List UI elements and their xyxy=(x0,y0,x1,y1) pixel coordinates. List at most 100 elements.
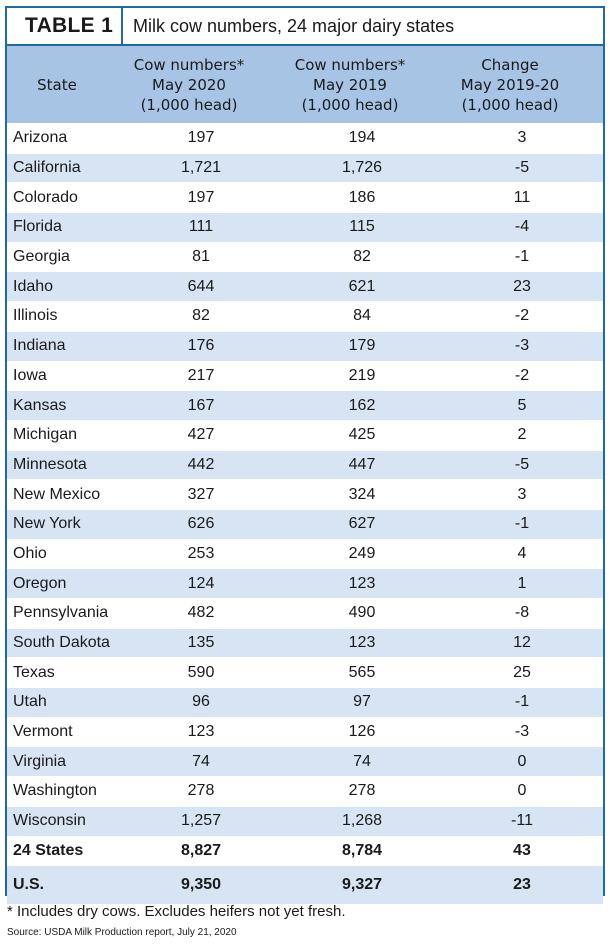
cell-change: -1 xyxy=(514,515,530,533)
column-header-may-2020: Cow numbers* May 2020 (1,000 head) xyxy=(133,55,245,114)
cell-state: Florida xyxy=(13,218,62,236)
table-row: Illinois 82 84 -2 xyxy=(7,302,603,332)
table-frame: TABLE 1 Milk cow numbers, 24 major dairy… xyxy=(5,6,605,905)
cell-may-2020: 217 xyxy=(187,366,215,384)
cell-change: -4 xyxy=(514,218,530,236)
cell-may-2019: 249 xyxy=(348,544,376,562)
total-label: 24 States xyxy=(13,841,84,859)
cell-state: Oregon xyxy=(13,574,67,592)
table-row: Ohio 253 249 4 xyxy=(7,539,603,570)
cell-change: -5 xyxy=(514,159,530,177)
cell-may-2020: 1,721 xyxy=(180,159,222,177)
cell-change: 0 xyxy=(517,752,527,770)
cell-may-2019: 115 xyxy=(349,218,375,236)
table-body: Arizona 197 194 3 California 1,721 1,726 -5 Colo… xyxy=(7,124,603,837)
cell-may-2020: 96 xyxy=(192,693,210,711)
cell-may-2020: 111 xyxy=(188,218,214,236)
table-row: Wisconsin 1,257 1,268 -11 xyxy=(7,806,603,837)
table-row: Virginia 74 74 0 xyxy=(7,747,603,778)
cell-may-2019: 126 xyxy=(348,723,376,741)
table-row: Vermont 123 126 -3 xyxy=(7,717,603,748)
cell-state: Washington xyxy=(13,782,97,800)
cell-may-2020: 590 xyxy=(187,663,215,681)
cell-may-2019: 1,726 xyxy=(341,159,383,177)
cell-may-2020: 427 xyxy=(187,426,215,444)
cell-change: 4 xyxy=(517,544,527,562)
cell-may-2020: 1,257 xyxy=(180,812,222,830)
cell-state: Kansas xyxy=(13,396,67,414)
column-header-change: Change May 2019-20 (1,000 head) xyxy=(460,55,560,114)
cell-may-2019: 565 xyxy=(348,663,376,681)
cell-may-2020: 82 xyxy=(192,307,210,325)
table-row: Idaho 644 621 23 xyxy=(7,272,603,303)
us-row: U.S. 9,350 9,327 23 xyxy=(7,866,603,905)
table-row: Washington 278 278 0 xyxy=(7,777,603,807)
cell-change: 3 xyxy=(517,129,527,147)
table-row: Georgia 81 82 -1 xyxy=(7,242,603,273)
cell-state: Minnesota xyxy=(13,455,87,473)
cell-may-2019: 179 xyxy=(348,337,376,355)
cell-may-2019: 123 xyxy=(348,634,376,652)
cell-may-2019: 194 xyxy=(348,129,376,147)
cell-state: California xyxy=(13,159,81,177)
cell-may-2019: 97 xyxy=(353,693,371,711)
cell-may-2019: 490 xyxy=(348,604,376,622)
cell-change: 1 xyxy=(517,574,527,592)
cell-may-2019: 425 xyxy=(348,426,376,444)
cell-may-2020: 176 xyxy=(187,337,215,355)
cell-state: Pennsylvania xyxy=(13,604,109,622)
table-row: Colorado 197 186 11 xyxy=(7,183,603,214)
total-2019: 8,784 xyxy=(341,841,383,859)
cell-may-2020: 442 xyxy=(187,455,215,473)
cell-may-2020: 74 xyxy=(192,752,210,770)
cell-may-2019: 219 xyxy=(348,366,376,384)
table-row: New York 626 627 -1 xyxy=(7,509,603,540)
cell-state: Illinois xyxy=(13,307,58,325)
cell-may-2020: 197 xyxy=(187,188,215,206)
cell-state: South Dakota xyxy=(13,634,110,652)
cell-may-2019: 82 xyxy=(353,248,371,266)
cell-change: -2 xyxy=(514,307,530,325)
table-row: Utah 96 97 -1 xyxy=(7,688,603,718)
us-2020: 9,350 xyxy=(180,876,222,894)
total-change: 43 xyxy=(513,841,531,859)
cell-state: Arizona xyxy=(13,129,68,147)
cell-may-2020: 278 xyxy=(187,782,215,800)
total-2020: 8,827 xyxy=(180,841,222,859)
table-row: California 1,721 1,726 -5 xyxy=(7,153,603,184)
cell-change: 2 xyxy=(517,426,527,444)
cell-may-2020: 167 xyxy=(187,396,215,414)
column-header-state: State xyxy=(37,75,77,94)
cell-state: Vermont xyxy=(13,723,73,741)
cell-may-2020: 626 xyxy=(187,515,215,533)
us-label: U.S. xyxy=(13,876,45,894)
table-label: TABLE 1 xyxy=(7,8,123,44)
cell-state: New York xyxy=(13,515,81,533)
table-row: New Mexico 327 324 3 xyxy=(7,480,603,510)
cell-state: Virginia xyxy=(13,752,67,770)
cell-state: Indiana xyxy=(13,337,66,355)
cell-change: 25 xyxy=(513,663,531,681)
cell-change: -2 xyxy=(514,366,530,384)
cell-change: -3 xyxy=(514,337,530,355)
title-bar: TABLE 1 Milk cow numbers, 24 major dairy… xyxy=(7,8,603,46)
cell-state: Iowa xyxy=(13,366,47,384)
table-row: Iowa 217 219 -2 xyxy=(7,361,603,392)
cell-may-2019: 621 xyxy=(348,277,376,295)
cell-may-2019: 84 xyxy=(353,307,371,325)
cell-change: -3 xyxy=(514,723,530,741)
cell-may-2020: 482 xyxy=(187,604,215,622)
cell-change: -5 xyxy=(514,455,530,473)
cell-may-2020: 123 xyxy=(187,723,215,741)
cell-may-2019: 186 xyxy=(348,188,376,206)
total-row: 24 States 8,827 8,784 43 xyxy=(7,836,603,867)
cell-state: Georgia xyxy=(13,248,70,266)
cell-may-2019: 627 xyxy=(348,515,376,533)
cell-may-2019: 324 xyxy=(348,485,376,503)
cell-state: Ohio xyxy=(13,544,47,562)
cell-may-2020: 124 xyxy=(187,574,215,592)
cell-may-2020: 644 xyxy=(187,277,215,295)
cell-state: Colorado xyxy=(13,188,78,206)
cell-may-2019: 1,268 xyxy=(341,812,383,830)
cell-state: Texas xyxy=(13,663,55,681)
